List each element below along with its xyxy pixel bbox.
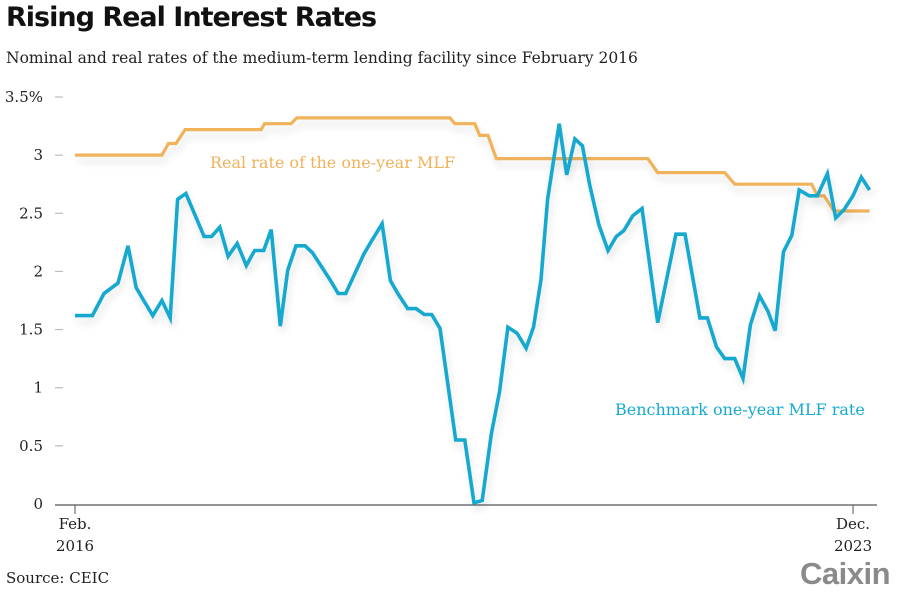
- series-group: [75, 116, 872, 506]
- x-tick-label-year: 2016: [56, 537, 94, 555]
- y-axis: 0 0.5 1 1.5 2 2.5 3 3.5%: [5, 88, 63, 513]
- y-tick-label: 1: [33, 379, 43, 397]
- series-label-real-rate: Real rate of the one-year MLF: [210, 153, 455, 172]
- y-tick-label: 0: [33, 495, 43, 513]
- chart-title: Rising Real Interest Rates: [6, 2, 377, 33]
- y-tick-label: 3.5%: [5, 88, 43, 106]
- series-line-real-rate: [75, 116, 870, 213]
- x-tick-label-month: Feb.: [59, 515, 92, 533]
- y-tick-label: 2: [33, 262, 43, 280]
- chart-subtitle: Nominal and real rates of the medium-ter…: [6, 49, 638, 67]
- y-tick-label: 0.5: [19, 437, 43, 455]
- series-label-benchmark: Benchmark one-year MLF rate: [615, 400, 865, 419]
- caixin-logo: Caixin: [799, 556, 891, 591]
- x-axis: Feb. 2016 Dec. 2023: [55, 504, 877, 555]
- x-tick-label-month: Dec.: [836, 515, 870, 533]
- y-tick-label: 2.5: [19, 204, 43, 222]
- source-note: Source: CEIC: [6, 569, 110, 587]
- series-line-benchmark: [75, 123, 872, 506]
- x-tick-label-year: 2023: [834, 537, 872, 555]
- y-tick-label: 1.5: [19, 321, 43, 339]
- y-tick-label: 3: [33, 146, 43, 164]
